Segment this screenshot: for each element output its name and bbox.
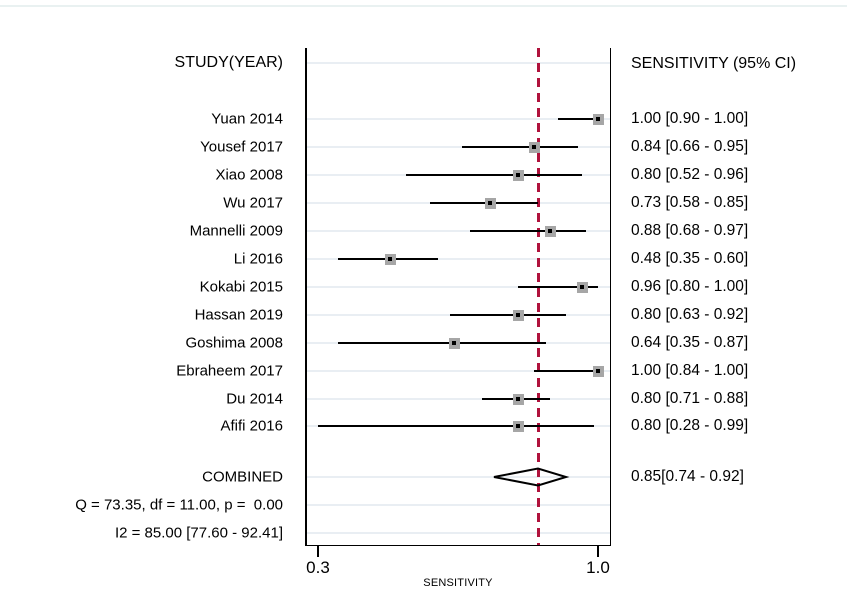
x-axis-label: SENSITIVITY — [423, 577, 493, 589]
study-ci-value: 0.64 [0.35 - 0.87] — [631, 334, 749, 351]
point-estimate-marker — [592, 113, 604, 125]
heterogeneity-i2-stat: I2 = 85.00 [77.60 - 92.41] — [114, 524, 283, 542]
point-estimate-dot — [548, 229, 552, 233]
point-estimate-dot — [516, 397, 520, 401]
row-gridline — [306, 476, 610, 478]
point-estimate-marker — [384, 253, 396, 265]
study-label: Mannelli 2009 — [189, 222, 283, 240]
confidence-interval-line — [430, 202, 538, 204]
point-estimate-dot — [580, 285, 584, 289]
confidence-interval-line — [558, 118, 598, 120]
point-estimate-marker — [528, 141, 540, 153]
confidence-interval-line — [338, 342, 546, 344]
confidence-interval-line — [518, 286, 598, 288]
row-gridline — [306, 504, 610, 506]
study-label: Afifi 2016 — [220, 417, 283, 435]
point-estimate-marker — [576, 281, 588, 293]
point-estimate-dot — [516, 173, 520, 177]
study-ci-value: 1.00 [0.84 - 1.00] — [631, 362, 749, 379]
row-gridline — [306, 370, 610, 372]
combined-label: COMBINED — [202, 468, 283, 486]
point-estimate-dot — [452, 341, 456, 345]
study-ci-value: 0.80 [0.71 - 0.88] — [631, 390, 749, 407]
point-estimate-dot — [596, 369, 600, 373]
row-gridline — [306, 230, 610, 232]
point-estimate-marker — [484, 197, 496, 209]
study-ci-value: 0.73 [0.58 - 0.85] — [631, 194, 749, 211]
point-estimate-marker — [592, 365, 604, 377]
confidence-interval-line — [470, 230, 586, 232]
top-divider — [0, 5, 847, 7]
study-label: Yuan 2014 — [211, 110, 283, 128]
study-label: Goshima 2008 — [185, 334, 283, 352]
study-label: Ebraheem 2017 — [176, 362, 283, 380]
confidence-interval-line — [406, 174, 582, 176]
study-ci-value: 0.88 [0.68 - 0.97] — [631, 222, 749, 239]
point-estimate-dot — [488, 201, 492, 205]
point-estimate-marker — [512, 169, 524, 181]
study-label: Yousef 2017 — [200, 138, 283, 156]
row-gridline — [306, 62, 610, 64]
x-axis-tick — [597, 546, 599, 557]
row-gridline — [306, 532, 610, 534]
point-estimate-marker — [512, 309, 524, 321]
study-ci-value: 0.84 [0.66 - 0.95] — [631, 138, 749, 155]
x-tick-label: 1.0 — [586, 558, 610, 577]
confidence-interval-line — [318, 425, 594, 427]
study-ci-value: 1.00 [0.90 - 1.00] — [631, 110, 749, 127]
confidence-interval-line — [450, 314, 566, 316]
point-estimate-dot — [532, 145, 536, 149]
study-label: Du 2014 — [226, 390, 283, 408]
row-gridline — [306, 258, 610, 260]
reference-dashed-line — [536, 48, 540, 546]
study-ci-value: 0.80 [0.63 - 0.92] — [631, 306, 749, 323]
sensitivity-column-header: SENSITIVITY (95% CI) — [631, 55, 797, 72]
study-ci-value: 0.80 [0.28 - 0.99] — [631, 417, 749, 434]
combined-ci-value: 0.85[0.74 - 0.92] — [631, 468, 744, 485]
row-gridline — [306, 146, 610, 148]
x-axis — [305, 544, 611, 546]
y-axis-left — [305, 48, 307, 546]
row-gridline — [306, 286, 610, 288]
study-label: Wu 2017 — [223, 194, 283, 212]
point-estimate-dot — [516, 424, 520, 428]
study-label: Xiao 2008 — [215, 166, 283, 184]
point-estimate-marker — [544, 225, 556, 237]
study-column-header: STUDY(YEAR) — [174, 54, 283, 71]
study-label: Hassan 2019 — [194, 306, 283, 324]
y-axis-right — [609, 48, 611, 546]
study-label: Li 2016 — [233, 250, 283, 268]
x-axis-tick — [317, 546, 319, 557]
heterogeneity-q-stat: Q = 73.35, df = 11.00, p = 0.00 — [75, 496, 283, 514]
study-ci-value: 0.96 [0.80 - 1.00] — [631, 278, 749, 295]
row-gridline — [306, 398, 610, 400]
point-estimate-marker — [448, 337, 460, 349]
study-ci-value: 0.80 [0.52 - 0.96] — [631, 166, 749, 183]
point-estimate-dot — [596, 117, 600, 121]
confidence-interval-line — [462, 146, 578, 148]
confidence-interval-line — [534, 370, 598, 372]
study-label: Kokabi 2015 — [199, 278, 283, 296]
point-estimate-marker — [512, 393, 524, 405]
x-tick-label: 0.3 — [306, 558, 330, 577]
study-ci-value: 0.48 [0.35 - 0.60] — [631, 250, 749, 267]
row-gridline — [306, 118, 610, 120]
point-estimate-dot — [516, 313, 520, 317]
point-estimate-marker — [512, 420, 524, 432]
point-estimate-dot — [388, 257, 392, 261]
